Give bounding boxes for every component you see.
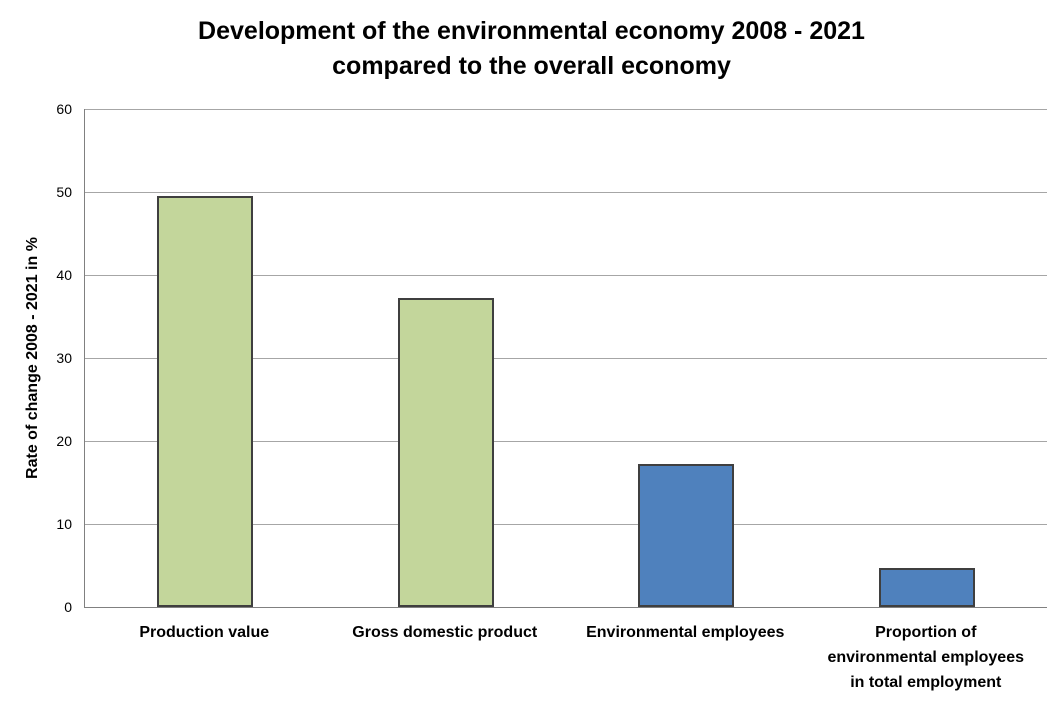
x-category-label-0: Production value [139,624,270,641]
y-axis-tick-labels: 0 10 20 30 40 50 60 [0,101,72,615]
bar-2 [638,464,735,607]
plot-area [84,109,1047,608]
y-tick-label-10: 10 [56,516,72,532]
x-category-label-2: Environmental employees [586,624,785,641]
gridline-30 [85,358,1047,359]
gridline-10 [85,524,1047,525]
x-category-label-3: Proportion of environmental employees in… [827,624,1024,691]
bar-0 [157,196,254,607]
x-category-label-1: Gross domestic product [352,624,538,641]
y-tick-label-50: 50 [56,184,72,200]
y-tick-label-60: 60 [56,101,72,117]
x-axis-category-labels: Production value Gross domestic product En… [84,620,1046,695]
y-tick-label-30: 30 [56,350,72,366]
bar-3 [878,568,975,607]
chart-title: Development of the environmental economy… [198,17,865,80]
gridline-60 [85,109,1047,110]
y-tick-label-20: 20 [56,433,72,449]
gridline-40 [85,275,1047,276]
gridline-20 [85,441,1047,442]
gridline-50 [85,192,1047,193]
y-tick-label-40: 40 [56,267,72,283]
bar-1 [397,298,494,607]
y-tick-label-0: 0 [64,599,72,615]
